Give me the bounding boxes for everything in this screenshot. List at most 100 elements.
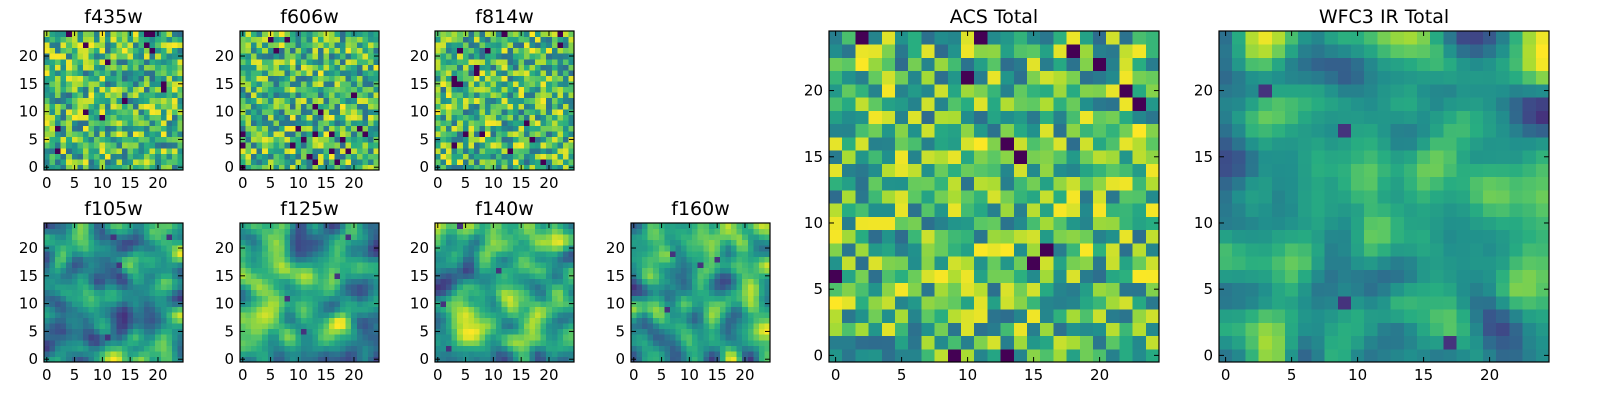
heatmap-cell (535, 350, 542, 357)
heatmap-cell (99, 158, 106, 165)
heatmap-cell (1132, 189, 1147, 204)
heatmap-cell (642, 223, 649, 230)
heatmap-cell (144, 31, 151, 38)
heatmap-cell (669, 356, 676, 363)
heatmap-cell (490, 300, 497, 307)
heatmap-cell (1000, 242, 1015, 257)
heatmap-cell (323, 47, 330, 54)
panel-title: f435w (84, 6, 143, 28)
heatmap-cell (631, 350, 638, 357)
heatmap-cell (681, 284, 688, 291)
heatmap-cell (77, 114, 84, 121)
heatmap-cell (540, 356, 547, 363)
heatmap-cell (468, 142, 475, 149)
heatmap-cell (155, 147, 162, 154)
heatmap-cell (132, 36, 140, 43)
heatmap-cell (356, 114, 363, 121)
heatmap-cell (284, 350, 291, 357)
heatmap-cell (295, 234, 302, 241)
heatmap-cell (540, 350, 547, 357)
heatmap-cell (855, 335, 870, 350)
heatmap-cell (295, 311, 302, 319)
heatmap-cell (473, 53, 480, 60)
heatmap-cell (758, 295, 765, 302)
heatmap-cell (535, 75, 542, 82)
heatmap-cell (714, 289, 721, 296)
heatmap-cell (440, 284, 447, 291)
heatmap-cell (479, 261, 486, 268)
heatmap-cell (440, 64, 447, 71)
heatmap-cell (496, 317, 503, 324)
heatmap-cell (518, 36, 525, 43)
heatmap-cell (312, 289, 319, 296)
heatmap-cell (127, 306, 134, 313)
heatmap-cell (49, 108, 56, 115)
heatmap-cell (99, 47, 106, 54)
heatmap-cell (653, 273, 660, 280)
heatmap-cell (435, 261, 442, 268)
heatmap-cell (362, 339, 369, 346)
heatmap-cell (440, 234, 447, 241)
heatmap-cell (88, 108, 95, 115)
heatmap-cell (664, 295, 671, 302)
heatmap-cell (110, 86, 117, 93)
heatmap-cell (121, 223, 128, 230)
heatmap-cell (160, 223, 167, 230)
heatmap-cell (155, 267, 162, 274)
heatmap-cell (149, 267, 156, 274)
heatmap-cell (290, 284, 297, 291)
heatmap-cell (340, 131, 347, 138)
heatmap-cell (94, 278, 101, 285)
heatmap-cell (868, 176, 883, 191)
heatmap-cell (88, 92, 95, 99)
heatmap-cell (669, 267, 676, 274)
heatmap-cell (435, 131, 442, 138)
heatmap-cell (446, 278, 453, 285)
heatmap-cell (636, 328, 643, 335)
heatmap-cell (540, 164, 547, 171)
heatmap-cell (171, 119, 178, 127)
heatmap-cell (160, 261, 167, 268)
heatmap-cell (881, 150, 896, 164)
heatmap-cell (60, 223, 67, 230)
heatmap-cell (1066, 348, 1081, 363)
heatmap-cell (446, 75, 453, 82)
heatmap-cell (1066, 309, 1081, 323)
heatmap-cell (340, 114, 347, 121)
heatmap-cell (636, 245, 643, 252)
heatmap-cell (66, 42, 73, 49)
heatmap-cell (1027, 348, 1041, 363)
heatmap-cell (155, 97, 162, 104)
heatmap-cell (177, 334, 184, 341)
heatmap-cell (356, 350, 363, 357)
heatmap-cell (1027, 229, 1041, 244)
heatmap-cell (758, 323, 765, 330)
heatmap-cell (692, 261, 699, 268)
heatmap-cell (523, 97, 531, 104)
heatmap-cell (127, 334, 134, 341)
heatmap-cell (267, 119, 274, 127)
heatmap-cell (110, 300, 117, 307)
heatmap-cell (540, 36, 547, 43)
heatmap-cell (473, 64, 480, 71)
heatmap-cell (479, 164, 486, 171)
heatmap-cell (121, 147, 128, 154)
heatmap-cell (551, 350, 558, 357)
heatmap-cell (110, 53, 117, 60)
heatmap-cell (829, 348, 843, 363)
heatmap-cell (356, 323, 363, 330)
heatmap-cell (479, 289, 486, 296)
heatmap-cell (262, 323, 269, 330)
heatmap-cell (295, 92, 302, 99)
heatmap-cell (105, 114, 112, 121)
heatmap-cell (155, 103, 162, 110)
heatmap-cell (1000, 256, 1015, 270)
heatmap-cell (551, 239, 558, 246)
heatmap-cell (110, 158, 117, 165)
heatmap-cell (290, 245, 297, 252)
heatmap-cell (334, 289, 341, 296)
heatmap-cell (961, 322, 975, 337)
heatmap-cell (55, 86, 62, 93)
heatmap-cell (334, 164, 341, 171)
heatmap-cell (66, 323, 73, 330)
